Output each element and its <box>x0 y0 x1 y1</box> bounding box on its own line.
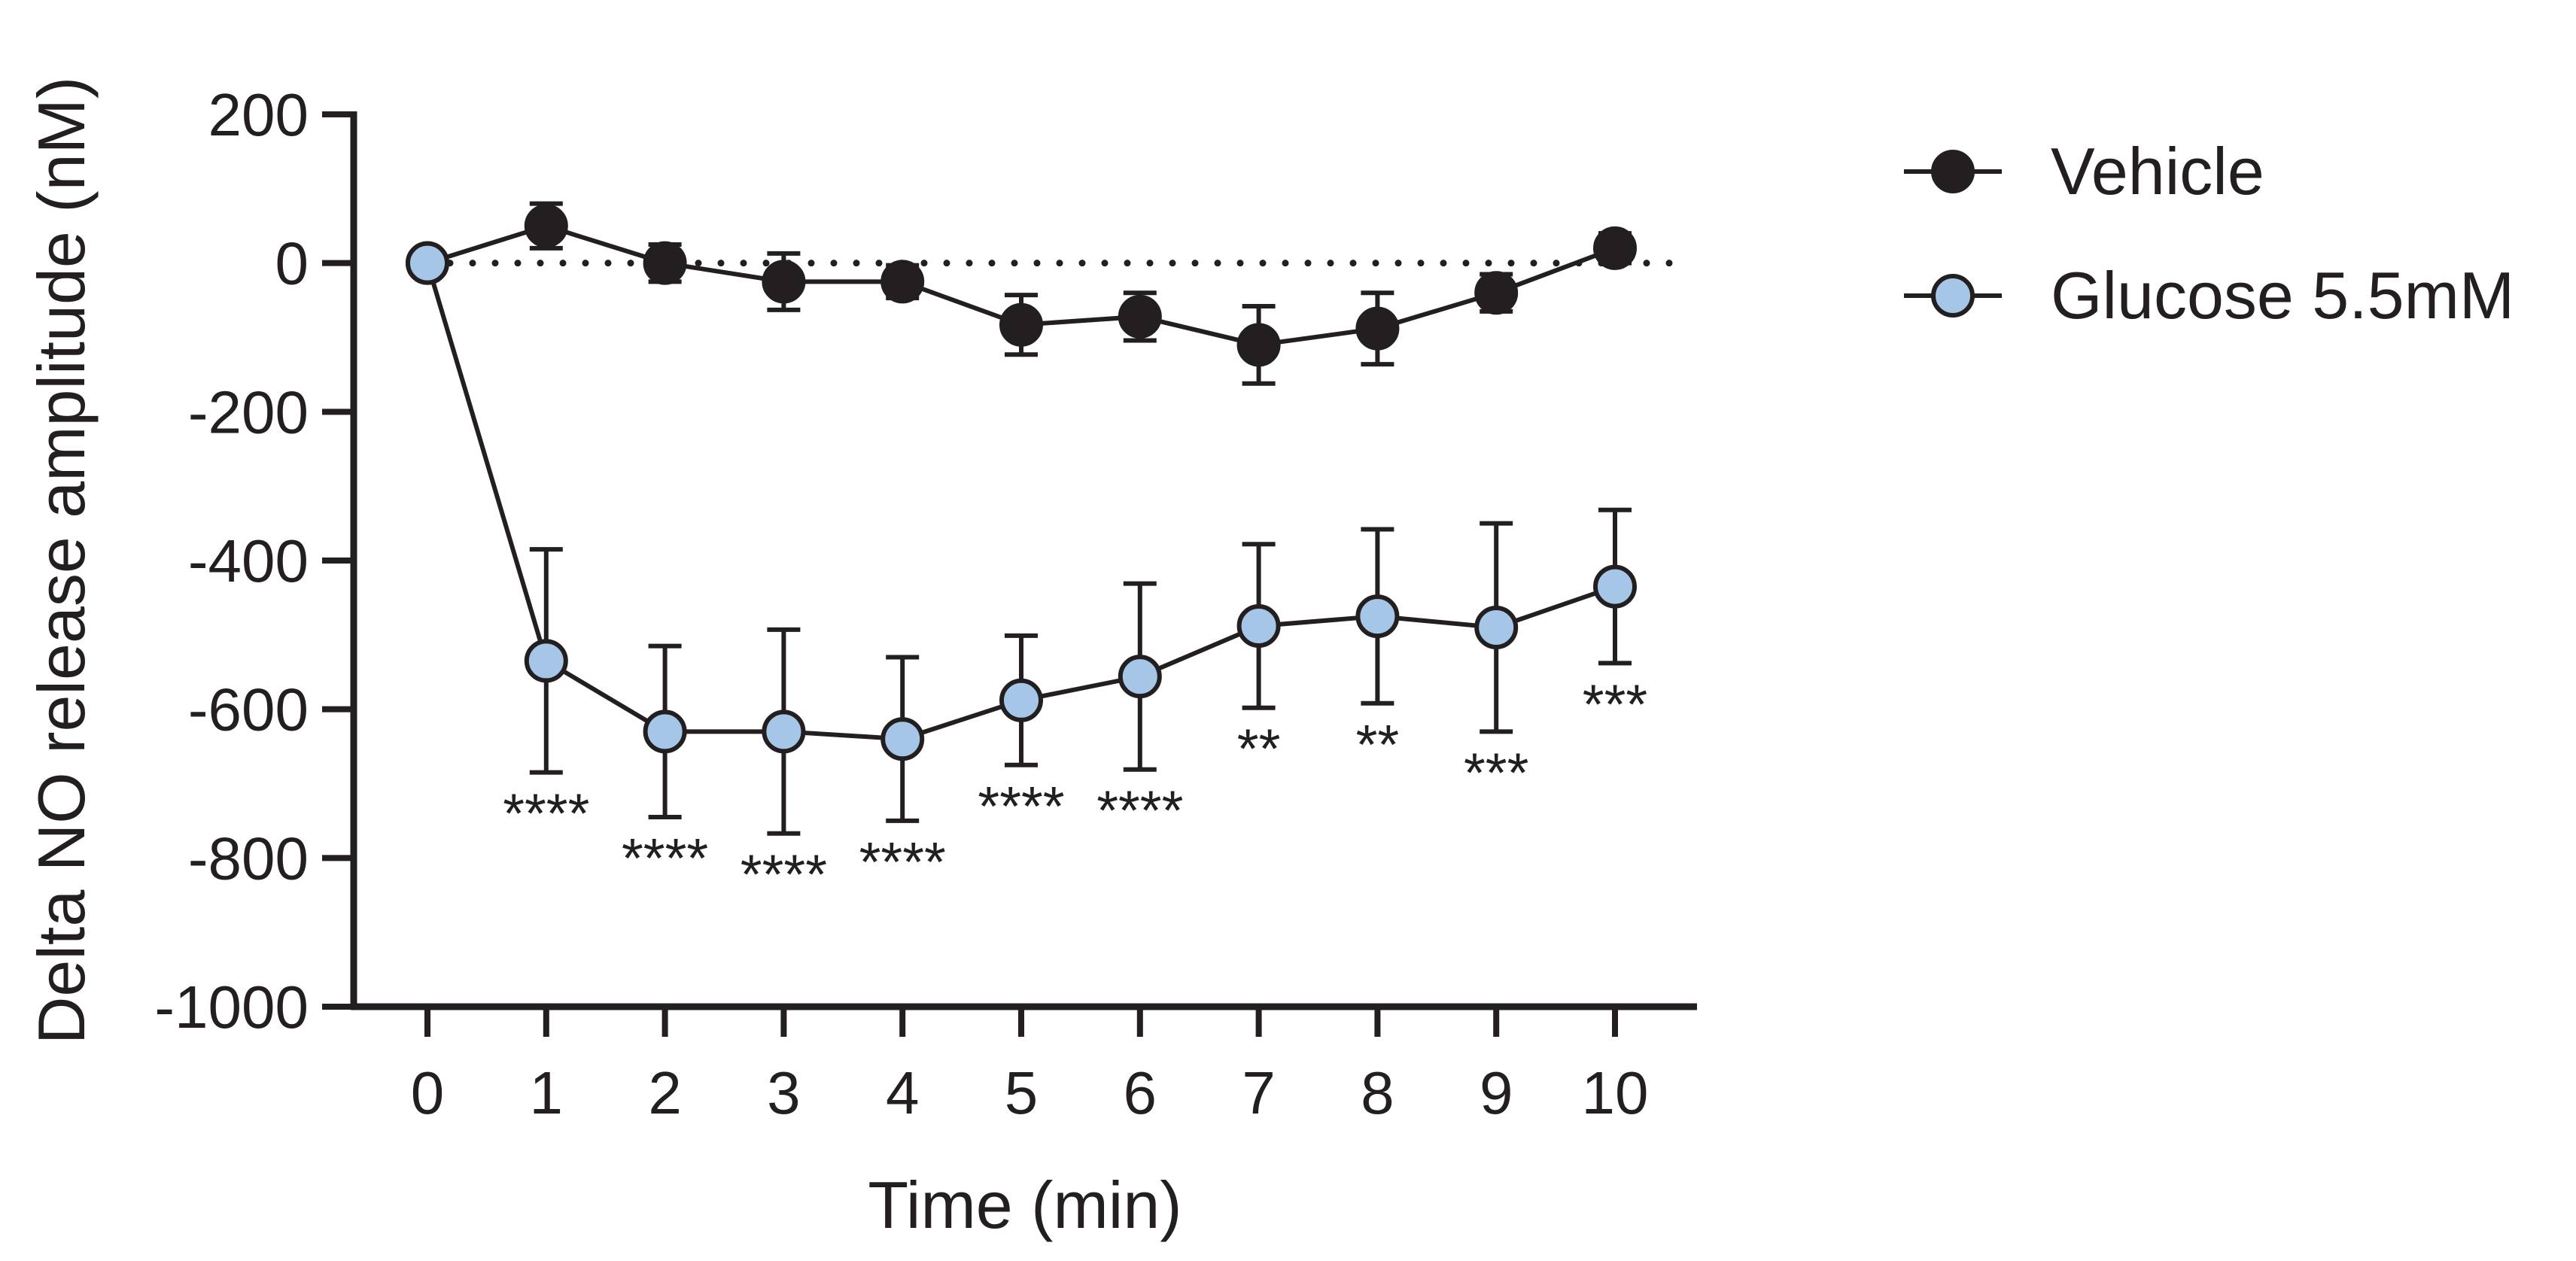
data-point <box>1355 306 1400 351</box>
data-point <box>524 639 568 683</box>
x-tick-label: 2 <box>648 1059 682 1126</box>
significance-label: **** <box>503 782 589 845</box>
legend-label: Glucose 5.5mM <box>2051 258 2514 333</box>
x-tick-label: 9 <box>1480 1059 1513 1126</box>
y-tick-label: 200 <box>208 81 309 148</box>
significance-label: **** <box>978 775 1064 837</box>
significance-label: **** <box>859 831 946 893</box>
y-tick-label: -400 <box>188 527 309 594</box>
legend-marker <box>1931 274 1975 318</box>
y-tick-label: -800 <box>188 825 309 892</box>
data-point <box>643 241 687 285</box>
x-tick-label: 8 <box>1361 1059 1394 1126</box>
data-point <box>880 717 925 761</box>
data-point <box>1118 655 1162 699</box>
data-point <box>762 260 806 304</box>
y-tick-label: -600 <box>188 676 309 743</box>
x-tick-label: 0 <box>411 1059 445 1126</box>
significance-label: ** <box>1356 713 1400 776</box>
significance-label: **** <box>741 843 827 906</box>
y-tick-label: -1000 <box>154 974 309 1041</box>
x-tick-label: 7 <box>1242 1059 1276 1126</box>
x-tick-label: 5 <box>1005 1059 1039 1126</box>
data-point <box>643 710 687 754</box>
series-glucose-5-5mm <box>406 241 1637 836</box>
legend-marker <box>1931 150 1975 193</box>
significance-label: *** <box>1583 673 1647 735</box>
y-tick-label: 0 <box>275 230 309 297</box>
significance-label: **** <box>1096 779 1183 842</box>
legend-label: Vehicle <box>2051 134 2264 208</box>
data-point <box>999 678 1043 722</box>
data-point <box>1118 294 1162 339</box>
x-tick-label: 10 <box>1582 1059 1649 1126</box>
data-point <box>1236 323 1281 367</box>
x-tick-label: 1 <box>530 1059 564 1126</box>
data-point <box>1474 605 1519 649</box>
significance-label: **** <box>622 827 708 889</box>
x-tick-label: 4 <box>886 1059 920 1126</box>
data-point <box>1236 603 1281 648</box>
x-tick-label: 6 <box>1124 1059 1157 1126</box>
data-point <box>762 710 806 754</box>
data-point <box>1355 594 1400 639</box>
data-point <box>406 241 449 285</box>
y-tick-label: -200 <box>188 378 309 445</box>
y-axis-title: Delta NO release amplitude (nM) <box>24 77 99 1044</box>
data-point <box>1474 271 1519 315</box>
legend: Vehicle Glucose 5.5mM <box>1904 134 2514 333</box>
plot-area: 200 0 -200 -400 -600 -800 -1000 0 1 2 3 4 5 6 7 8 9 10 Tim… <box>24 77 1697 1242</box>
data-point <box>1593 564 1637 609</box>
data-point <box>1593 226 1637 270</box>
data-point <box>999 302 1043 347</box>
significance-label: ** <box>1237 718 1281 780</box>
significance-label: *** <box>1464 741 1528 804</box>
series-vehicle <box>406 201 1637 386</box>
x-tick-label: 3 <box>767 1059 801 1126</box>
x-axis-title: Time (min) <box>868 1168 1182 1242</box>
data-point <box>880 260 925 304</box>
data-point <box>524 204 568 248</box>
